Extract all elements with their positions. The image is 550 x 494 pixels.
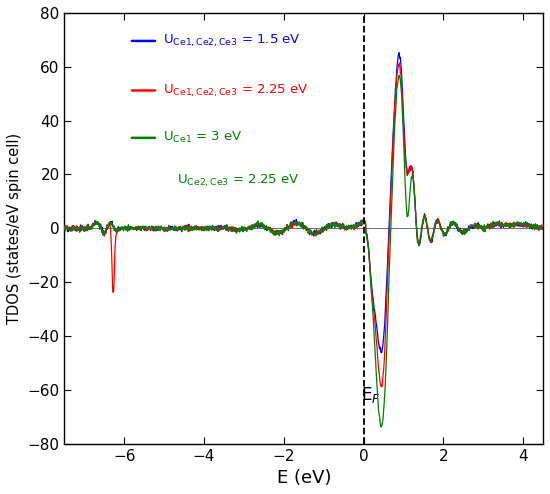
Y-axis label: TDOS (states/eV spin cell): TDOS (states/eV spin cell) xyxy=(7,133,22,324)
X-axis label: E (eV): E (eV) xyxy=(277,469,331,487)
Text: U$_{\mathregular{Ce2,Ce3}}$ = 2.25 eV: U$_{\mathregular{Ce2,Ce3}}$ = 2.25 eV xyxy=(177,173,300,189)
Text: U$_{\mathregular{Ce1}}$ = 3 eV: U$_{\mathregular{Ce1}}$ = 3 eV xyxy=(163,130,242,145)
Text: U$_{\mathregular{Ce1,Ce2,Ce3}}$ = 2.25 eV: U$_{\mathregular{Ce1,Ce2,Ce3}}$ = 2.25 e… xyxy=(163,82,308,99)
Text: E$_F$: E$_F$ xyxy=(361,385,381,405)
Text: U$_{\mathregular{Ce1,Ce2,Ce3}}$ = 1.5 eV: U$_{\mathregular{Ce1,Ce2,Ce3}}$ = 1.5 eV xyxy=(163,33,300,49)
